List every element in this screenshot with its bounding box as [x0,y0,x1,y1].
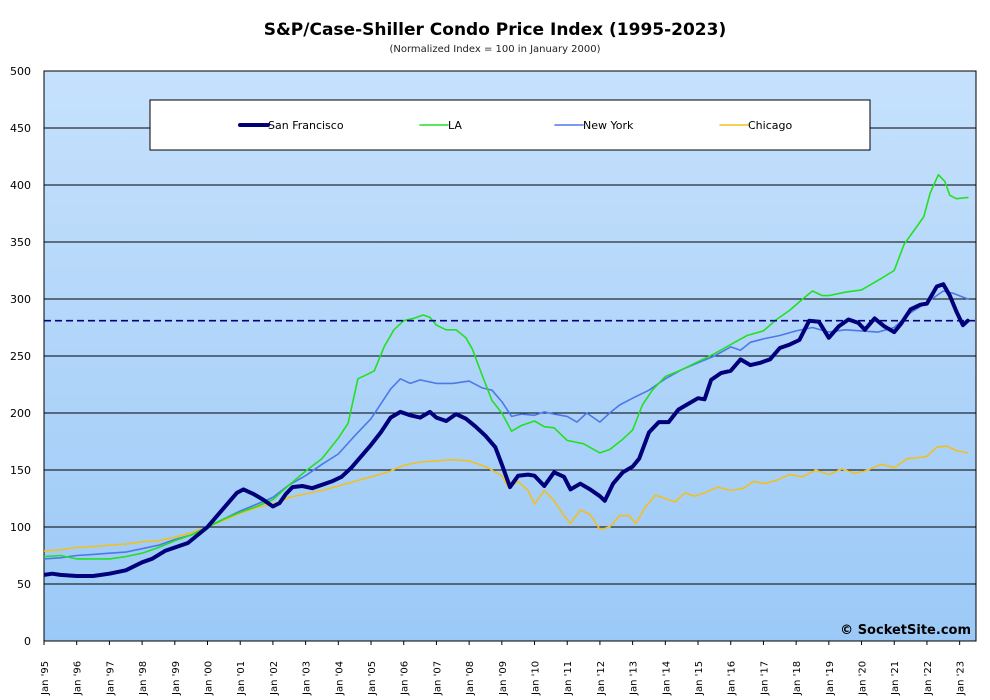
y-tick-label: 500 [10,65,31,78]
x-tick-label: Jan '00 [204,661,215,696]
y-tick-label: 200 [10,407,31,420]
series-line-chicago [44,445,969,552]
legend-label-san-francisco: San Francisco [268,119,344,132]
x-tick-label: Jan '16 [727,661,738,696]
x-tick-label: Jan '17 [759,661,770,696]
x-tick-label: Jan '20 [858,661,869,696]
x-tick-label: Jan '04 [334,661,345,696]
y-tick-label: 400 [10,179,31,192]
series-layer [44,173,970,578]
series-line-san-francisco [44,282,970,578]
x-tick-label: Jan '19 [825,661,836,696]
x-tick-label: Jan '95 [40,661,51,696]
x-tick-label: Jan '18 [792,661,803,696]
x-tick-label: Jan '96 [73,661,84,696]
watermark: © SocketSite.com [840,623,971,638]
x-tick-label: Jan '05 [367,661,378,696]
chart-subtitle: (Normalized Index = 100 in January 2000) [389,44,601,55]
x-tick-label: Jan '11 [563,661,574,696]
x-tick-label: Jan '15 [694,661,705,696]
legend: San Francisco LA New York Chicago [149,99,871,151]
x-tick-label: Jan '97 [105,661,116,696]
y-tick-label: 250 [10,350,31,363]
chart-title: S&P/Case-Shiller Condo Price Index (1995… [263,20,727,40]
legend-label-chicago: Chicago [748,119,792,132]
x-tick-label: Jan '06 [400,661,411,696]
x-tick-label: Jan '02 [269,661,280,696]
x-tick-label: Jan '10 [531,661,542,696]
x-tick-label: Jan '08 [465,661,476,696]
x-tick-label: Jan '03 [302,661,313,696]
x-tick-label: Jan '07 [432,661,443,696]
x-tick-label: Jan '98 [138,661,149,696]
x-tick-label: Jan '21 [890,661,901,696]
series-line-la [44,173,969,560]
x-tick-label: Jan '22 [923,661,934,696]
x-tick-label: Jan '23 [956,661,967,696]
x-tick-label: Jan '01 [236,661,247,696]
y-tick-label: 300 [10,293,31,306]
y-tick-label: 450 [10,122,31,135]
y-tick-label: 50 [17,578,31,591]
y-tick-label: 350 [10,236,31,249]
x-tick-label: Jan '12 [596,661,607,696]
y-axis: 0 50 100 150 200 250 300 350 400 450 500 [10,65,31,648]
x-tick-label: Jan '09 [498,661,509,696]
y-tick-label: 0 [24,635,31,648]
x-axis: Jan '95 Jan '96 Jan '97 Jan '98 Jan '99 Jan '… [40,641,967,696]
y-tick-label: 150 [10,464,31,477]
x-tick-label: Jan '14 [661,661,672,696]
legend-label-new-york: New York [583,119,634,132]
x-tick-label: Jan '99 [171,661,182,696]
legend-label-la: LA [448,119,462,132]
y-tick-label: 100 [10,521,31,534]
x-tick-label: Jan '13 [629,661,640,696]
